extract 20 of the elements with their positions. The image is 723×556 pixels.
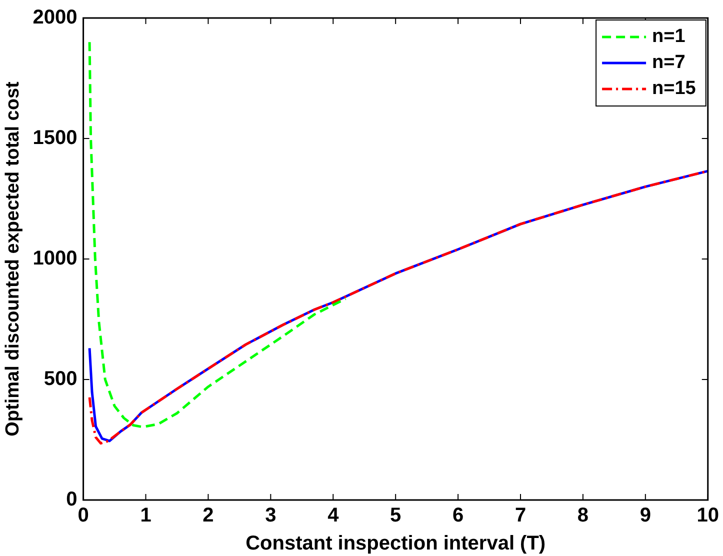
x-tick-label: 2 xyxy=(202,504,214,527)
x-tick-label: 7 xyxy=(514,504,526,527)
x-tick-label: 4 xyxy=(328,504,340,527)
x-tick-label: 6 xyxy=(452,504,464,527)
legend-label: n=15 xyxy=(652,78,696,100)
x-tick-label: 3 xyxy=(265,504,276,527)
y-axis-title: Optimal discounted expected total cost xyxy=(2,80,24,436)
y-tick-label: 1000 xyxy=(32,248,78,270)
x-tick-label: 5 xyxy=(390,504,402,527)
x-tick-label: 9 xyxy=(640,504,651,527)
x-tick-label: 8 xyxy=(577,504,589,527)
x-tick-label: 1 xyxy=(140,504,152,527)
x-axis-title: Constant inspection interval (T) xyxy=(246,532,546,555)
y-tick-label: 500 xyxy=(44,368,78,390)
legend-label: n=1 xyxy=(652,26,686,48)
y-tick-label: 2000 xyxy=(32,6,78,29)
legend-label: n=7 xyxy=(652,52,686,74)
y-tick-label: 0 xyxy=(66,488,78,511)
y-tick-label: 1500 xyxy=(32,127,78,150)
x-tick-label: 10 xyxy=(696,504,719,527)
